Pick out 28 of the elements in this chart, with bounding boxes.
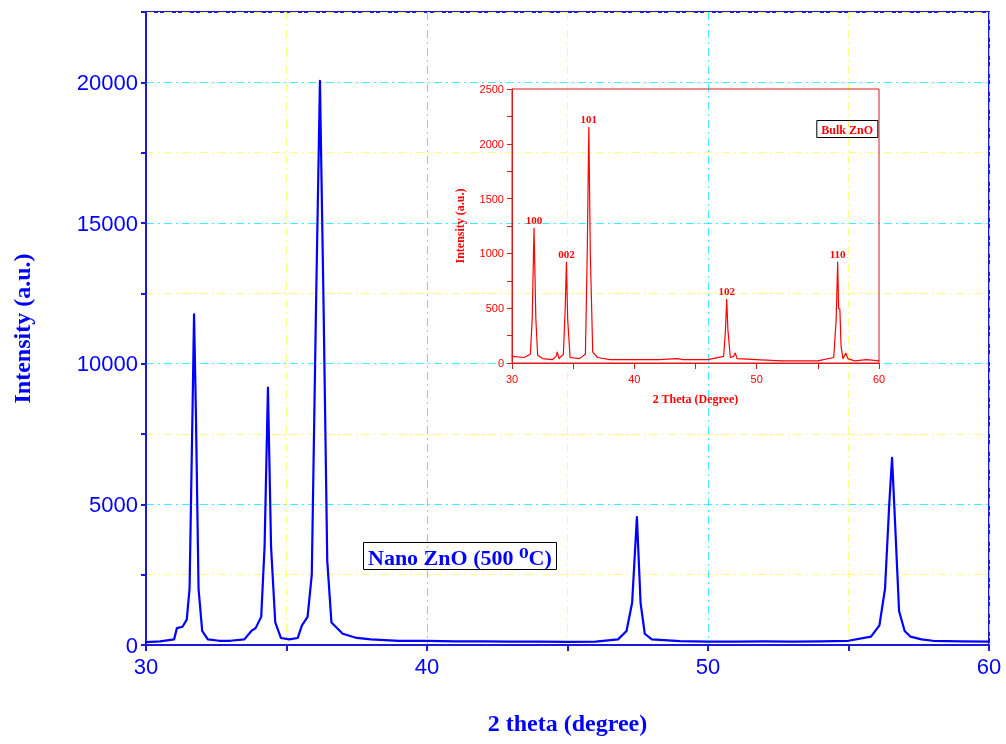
x-tick-label: 50 bbox=[750, 372, 763, 385]
x-tick-label: 50 bbox=[695, 653, 721, 679]
y-tick-label: 1000 bbox=[479, 247, 504, 260]
annotation: 100 bbox=[525, 213, 543, 226]
annotation: 102 bbox=[718, 284, 736, 297]
x-axis-title: 2 Theta (Degree) bbox=[652, 392, 739, 406]
x-tick-label: 40 bbox=[628, 372, 641, 385]
y-tick-label: 2500 bbox=[479, 83, 504, 95]
y-tick-label: 1500 bbox=[479, 192, 504, 205]
annotation: 101 bbox=[580, 112, 598, 125]
y-axis-title: Intensity (a.u.) bbox=[9, 253, 35, 404]
annotation: 110 bbox=[829, 247, 847, 260]
x-tick-label: 40 bbox=[414, 653, 440, 679]
x-tick-label: 30 bbox=[505, 372, 519, 385]
y-tick-label: 500 bbox=[485, 302, 504, 315]
y-tick-label: 15000 bbox=[76, 210, 138, 236]
annotation: Nano ZnO (500 ⁰C) bbox=[368, 544, 552, 570]
y-axis-title: Intensity (a.u.) bbox=[453, 188, 467, 264]
x-tick-label: 60 bbox=[872, 372, 886, 385]
y-tick-label: 5000 bbox=[89, 491, 138, 517]
x-tick-label: 60 bbox=[976, 653, 1002, 679]
y-tick-label: 20000 bbox=[76, 69, 138, 95]
y-tick-label: 2000 bbox=[479, 137, 504, 150]
y-tick-label: 0 bbox=[497, 357, 504, 369]
annotation: Bulk ZnO bbox=[821, 123, 874, 137]
x-axis-title: 2 theta (degree) bbox=[487, 710, 648, 736]
annotation: 002 bbox=[558, 247, 576, 260]
y-tick-label: 10000 bbox=[76, 351, 138, 377]
